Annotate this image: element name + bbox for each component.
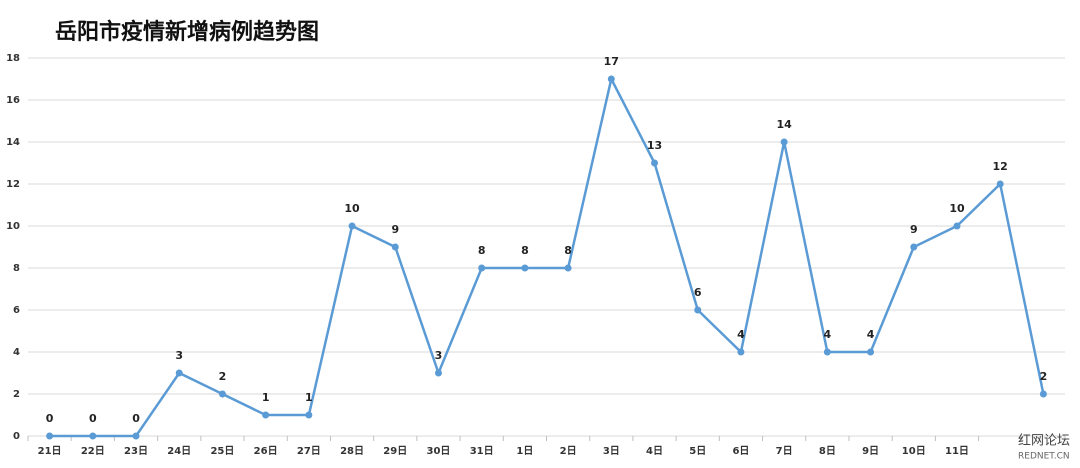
value-label: 14 [776, 118, 792, 131]
value-label: 17 [604, 55, 619, 68]
data-point [305, 411, 313, 419]
x-tick-label: 8日 [819, 445, 836, 457]
data-point [996, 180, 1004, 188]
data-point [348, 222, 356, 230]
watermark-url: REDNET.CN [1018, 452, 1070, 462]
x-tick-label: 21日 [38, 445, 62, 457]
value-label: 13 [647, 139, 662, 152]
value-label: 8 [521, 244, 529, 257]
data-point [780, 138, 788, 146]
value-label: 4 [737, 328, 745, 341]
data-point [46, 432, 54, 440]
x-tick-label: 9日 [862, 445, 879, 457]
chart-title: 岳阳市疫情新增病例趋势图 [55, 19, 319, 45]
value-label: 0 [89, 412, 97, 425]
x-tick-label: 10日 [902, 445, 926, 457]
value-label: 4 [867, 328, 875, 341]
value-label: 6 [694, 286, 702, 299]
data-point [867, 348, 875, 356]
data-point [521, 264, 529, 272]
y-tick-label: 2 [13, 389, 20, 400]
data-point [737, 348, 745, 356]
data-point [1039, 390, 1047, 398]
y-tick-label: 4 [13, 347, 20, 358]
data-point [823, 348, 831, 356]
data-point [262, 411, 270, 419]
x-tick-label: 28日 [340, 445, 364, 457]
value-label: 1 [305, 391, 313, 404]
data-point [607, 75, 615, 83]
data-point [89, 432, 97, 440]
value-label: 0 [132, 412, 140, 425]
x-tick-label: 25日 [210, 445, 234, 457]
data-point [132, 432, 140, 440]
value-label: 3 [175, 349, 183, 362]
x-tick-label: 6日 [732, 445, 749, 457]
y-tick-label: 14 [6, 137, 20, 148]
x-tick-label: 27日 [297, 445, 321, 457]
x-tick-label: 26日 [254, 445, 278, 457]
x-tick-label: 22日 [81, 445, 105, 457]
value-label: 4 [824, 328, 832, 341]
y-tick-label: 0 [13, 431, 20, 442]
value-label: 2 [1040, 370, 1048, 383]
y-tick-label: 12 [6, 179, 20, 190]
value-label: 8 [564, 244, 572, 257]
x-tick-label: 30日 [427, 445, 451, 457]
data-point [694, 306, 702, 314]
data-point [564, 264, 572, 272]
y-tick-label: 10 [6, 221, 20, 232]
y-tick-label: 8 [13, 263, 20, 274]
x-tick-label: 23日 [124, 445, 148, 457]
data-point [478, 264, 486, 272]
value-label: 2 [219, 370, 227, 383]
value-label: 3 [435, 349, 443, 362]
data-point [651, 159, 659, 167]
value-label: 10 [949, 202, 965, 215]
y-tick-label: 6 [13, 305, 20, 316]
x-tick-label: 31日 [470, 445, 494, 457]
value-label: 8 [478, 244, 486, 257]
data-point [910, 243, 918, 251]
value-label: 10 [344, 202, 360, 215]
value-label: 9 [391, 223, 399, 236]
value-label: 0 [46, 412, 54, 425]
value-label: 1 [262, 391, 270, 404]
x-tick-label: 11日 [945, 445, 969, 457]
value-label: 12 [993, 160, 1008, 173]
data-point [434, 369, 442, 377]
x-tick-label: 29日 [383, 445, 407, 457]
x-tick-label: 2日 [560, 445, 577, 457]
data-point [953, 222, 961, 230]
data-point [175, 369, 183, 377]
data-point [391, 243, 399, 251]
x-tick-label: 4日 [646, 445, 663, 457]
x-tick-label: 7日 [776, 445, 793, 457]
x-tick-label: 5日 [689, 445, 706, 457]
data-line [49, 75, 1045, 438]
x-tick-label: 1日 [516, 445, 533, 457]
x-tick-label: 3日 [603, 445, 620, 457]
watermark-name: 红网论坛 [1018, 433, 1070, 449]
x-tick-label: 24日 [167, 445, 191, 457]
value-label: 9 [910, 223, 918, 236]
data-point [218, 390, 226, 398]
y-tick-label: 16 [6, 95, 20, 106]
y-tick-label: 18 [6, 53, 20, 64]
